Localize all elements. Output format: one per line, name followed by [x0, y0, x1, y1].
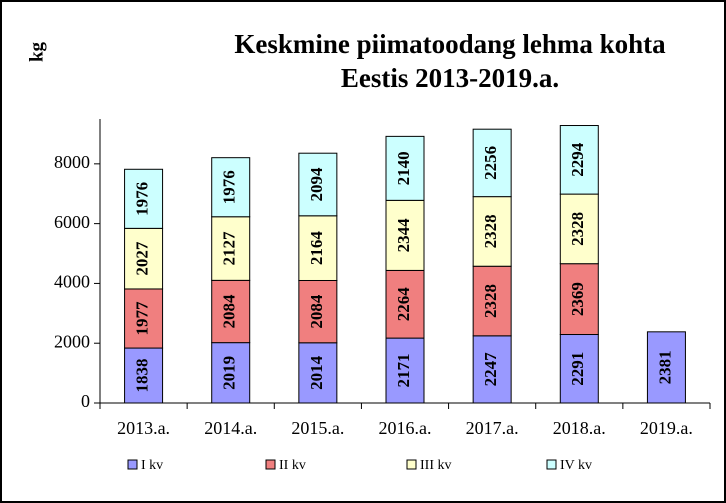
- value-label: 2328: [481, 214, 500, 248]
- y-tick-label: 8000: [54, 152, 90, 172]
- y-axis-label: kg: [26, 41, 47, 62]
- legend-label: I kv: [141, 458, 163, 473]
- y-tick-label: 4000: [54, 272, 90, 292]
- value-label: 2369: [568, 282, 587, 316]
- bar-segment: [211, 157, 251, 218]
- bar-segment: [385, 199, 425, 271]
- value-label: 1838: [132, 359, 151, 393]
- x-tick-label: 2016.a.: [379, 418, 432, 438]
- chart-title: Eestis 2013-2019.a.: [341, 63, 559, 93]
- legend-label: III kv: [420, 458, 452, 473]
- bar-segment: [472, 196, 512, 267]
- bar-segment: [385, 337, 425, 404]
- legend-swatch: [546, 459, 557, 470]
- value-label: 2019: [220, 356, 239, 390]
- x-tick-label: 2018.a.: [553, 418, 606, 438]
- bar-segment: [298, 215, 338, 281]
- x-tick-label: 2017.a.: [466, 418, 519, 438]
- value-label: 1976: [220, 170, 239, 204]
- value-label: 2328: [568, 212, 587, 246]
- legend-label: II kv: [279, 458, 306, 473]
- value-label: 2084: [307, 294, 326, 329]
- value-label: 1977: [132, 301, 151, 336]
- value-label: 2084: [220, 294, 239, 329]
- value-label: 2094: [307, 167, 326, 202]
- value-label: 2381: [655, 350, 674, 384]
- bar-segment: [559, 193, 599, 265]
- bar-segment: [646, 331, 686, 404]
- value-label: 1976: [132, 182, 151, 216]
- value-label: 2014: [307, 355, 326, 390]
- legend-swatch: [127, 459, 138, 470]
- bar-segment: [472, 335, 512, 404]
- value-label: 2344: [394, 218, 413, 253]
- x-tick-label: 2015.a.: [291, 418, 344, 438]
- bar-segment: [385, 269, 425, 339]
- value-label: 2264: [394, 287, 413, 322]
- bar-segment: [385, 135, 425, 201]
- value-label: 2127: [220, 231, 239, 265]
- bar-segment: [559, 263, 599, 336]
- value-label: 2164: [307, 231, 326, 266]
- x-tick-label: 2019.a.: [640, 418, 693, 438]
- bar-segment: [124, 288, 164, 349]
- value-label: 2140: [394, 151, 413, 185]
- legend-swatch: [265, 459, 276, 470]
- legend-swatch: [406, 459, 417, 470]
- value-label: 2294: [568, 142, 587, 177]
- value-label: 2256: [481, 146, 500, 180]
- value-label: 2247: [481, 352, 500, 387]
- x-tick-label: 2013.a.: [117, 418, 170, 438]
- value-label: 2328: [481, 284, 500, 318]
- chart-title: Keskmine piimatoodang lehma kohta: [234, 29, 666, 59]
- bar-segment: [211, 279, 251, 344]
- bar-segment: [298, 152, 338, 217]
- bar-segment: [559, 125, 599, 195]
- value-label: 2291: [568, 352, 587, 386]
- bar-segment: [211, 216, 251, 281]
- bar-segment: [124, 227, 164, 290]
- y-tick-label: 0: [81, 391, 90, 411]
- bar-segment: [124, 168, 164, 229]
- x-tick-label: 2014.a.: [204, 418, 257, 438]
- y-tick-label: 2000: [54, 331, 90, 351]
- value-label: 2171: [394, 354, 413, 388]
- y-tick-label: 6000: [54, 212, 90, 232]
- bar-segment: [472, 128, 512, 198]
- value-label: 2027: [132, 241, 151, 276]
- legend-label: IV kv: [560, 458, 592, 473]
